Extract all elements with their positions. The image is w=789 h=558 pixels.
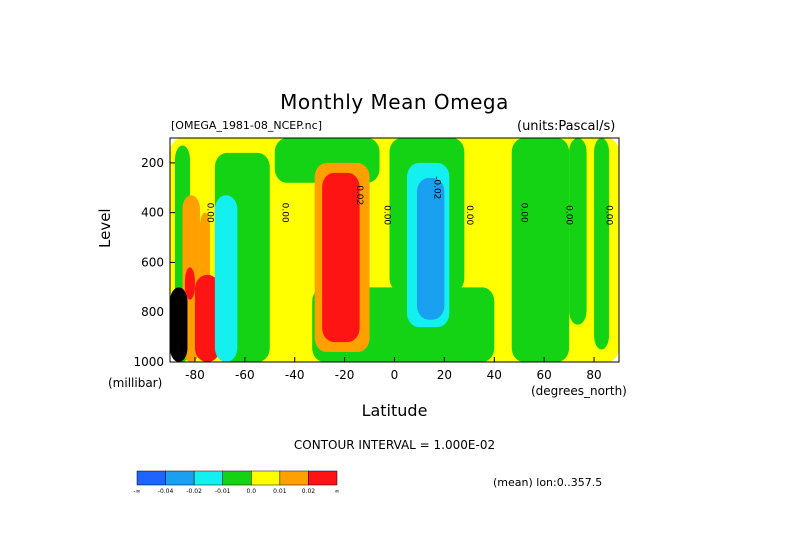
contour-region-7 [569, 138, 587, 325]
y-tick-label-4: 1000 [133, 355, 164, 369]
contour-label-0: 0.00 [204, 203, 214, 223]
colorbar-swatch-2 [193, 470, 223, 486]
contour-region-12 [184, 267, 195, 300]
x-axis-label: Latitude [361, 401, 428, 420]
x-tick-label-0: -80 [185, 368, 205, 382]
contour-label-5: 0.00 [464, 205, 474, 225]
x-tick-label-2: -40 [285, 368, 305, 382]
colorbar-swatch-5 [279, 470, 309, 486]
x-tick-label-1: -60 [235, 368, 255, 382]
contour-region-13 [194, 274, 220, 362]
contour-label-2: 0.02 [354, 185, 364, 205]
contour-label-7: 0.00 [564, 205, 574, 225]
y-tick-label-0: 200 [141, 156, 164, 170]
dataset-label: [OMEGA_1981-08_NCEP.nc] [171, 119, 322, 132]
y-axis-units: (millibar) [108, 376, 163, 390]
x-tick-label-5: 20 [437, 368, 452, 382]
contour-region-14 [322, 172, 360, 343]
colorbar-label-5: 0.01 [273, 488, 287, 495]
contour-label-8: 0.00 [604, 205, 614, 225]
colorbar-label-0: -∞ [133, 488, 140, 495]
colorbar-swatch-4 [251, 470, 281, 486]
chart-title: Monthly Mean Omega [280, 90, 509, 114]
contour-interval-label: CONTOUR INTERVAL = 1.000E-02 [293, 438, 496, 452]
contour-region-8 [594, 138, 610, 350]
contour-fill-regions [170, 138, 619, 362]
colorbar-label-4: 0.0 [247, 488, 257, 495]
colorbar-label-7: ∞ [335, 488, 340, 495]
contour-region-6 [511, 138, 570, 362]
colorbar-swatch-0 [136, 470, 166, 486]
colorbar-swatch-3 [222, 470, 252, 486]
x-axis-units: (degrees_north) [531, 384, 627, 398]
colorbar-swatch-6 [308, 470, 338, 486]
x-tick-label-7: 60 [537, 368, 552, 382]
y-tick-label-3: 800 [141, 305, 164, 319]
colorbar-swatch-1 [165, 470, 195, 486]
contour-label-1: 0.00 [279, 203, 289, 223]
colorbar-label-6: 0.02 [302, 488, 316, 495]
contour-label-4: -0.02 [431, 176, 441, 199]
mean-longitude-note: (mean) lon:0..357.5 [493, 476, 603, 489]
contour-region-17 [416, 177, 445, 320]
contour-region-18 [170, 287, 188, 362]
contour-label-3: 0.00 [382, 205, 392, 225]
y-tick-label-2: 600 [141, 255, 164, 269]
colorbar-label-2: -0.02 [186, 488, 202, 495]
y-tick-label-1: 400 [141, 206, 164, 220]
colorbar-label-1: -0.04 [158, 488, 174, 495]
x-tick-label-6: 40 [487, 368, 502, 382]
colorbar: -∞ -0.04 -0.02 -0.01 0.0 0.01 0.02 ∞ [133, 470, 340, 495]
axes: -80 -60 -40 -20 0 20 40 60 80 200 400 600 800 1000 [133, 156, 601, 382]
units-label: (units:Pascal/s) [517, 119, 616, 134]
contour-region-15 [214, 195, 238, 362]
colorbar-label-3: -0.01 [215, 488, 231, 495]
x-tick-label-3: -20 [335, 368, 355, 382]
x-tick-label-4: 0 [391, 368, 399, 382]
x-tick-label-8: 80 [586, 368, 601, 382]
contour-labels: 0.00 0.00 0.02 0.00 -0.02 0.00 0.00 0.00 0.00 [204, 176, 613, 225]
contour-label-6: 0.00 [519, 203, 529, 223]
